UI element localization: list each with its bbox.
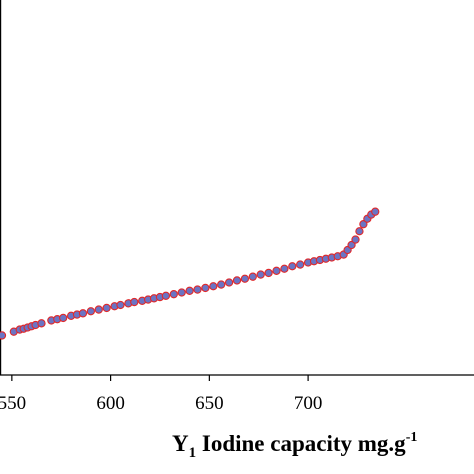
data-point bbox=[371, 207, 380, 216]
x-tick-label-650: 650 bbox=[195, 393, 224, 414]
data-point bbox=[193, 285, 202, 294]
axes bbox=[0, 0, 474, 376]
x-axis-title-text: Iodine capacity mg.g bbox=[196, 431, 406, 456]
data-point bbox=[37, 319, 46, 328]
x-axis-title-superscript: -1 bbox=[406, 430, 418, 445]
data-point bbox=[355, 227, 364, 236]
data-point bbox=[102, 303, 111, 313]
data-point bbox=[209, 282, 218, 291]
data-point bbox=[272, 266, 281, 275]
x-ticks bbox=[11, 375, 309, 381]
x-axis-title-subscript: 1 bbox=[189, 445, 197, 461]
data-point bbox=[169, 290, 178, 299]
data-point bbox=[177, 288, 186, 297]
x-axis-title-prefix: Y bbox=[172, 431, 189, 456]
data-point bbox=[296, 260, 305, 269]
x-axis-title: Y1 Iodine capacity mg.g-1 bbox=[172, 430, 417, 461]
data-point bbox=[86, 307, 95, 316]
data-point bbox=[78, 309, 88, 318]
data-point bbox=[240, 274, 250, 283]
x-tick-label-600: 600 bbox=[96, 393, 125, 414]
data-point bbox=[0, 331, 7, 340]
data-point bbox=[217, 280, 226, 289]
data-point bbox=[359, 220, 368, 229]
data-point bbox=[116, 300, 125, 310]
data-point bbox=[94, 305, 103, 314]
data-point bbox=[256, 270, 265, 279]
data-point bbox=[59, 313, 68, 323]
data-point bbox=[280, 264, 289, 273]
data-point bbox=[347, 240, 356, 250]
data-point bbox=[185, 286, 194, 295]
x-tick-labels: 550 600 650 700 bbox=[0, 393, 322, 414]
x-tick-label-700: 700 bbox=[294, 393, 323, 414]
data-point bbox=[224, 278, 234, 287]
data-point bbox=[288, 262, 297, 271]
data-point bbox=[161, 291, 171, 300]
data-point bbox=[232, 276, 242, 285]
data-point bbox=[201, 283, 210, 293]
data-point bbox=[351, 235, 360, 244]
data-point bbox=[130, 297, 139, 307]
x-tick-label-550: 550 bbox=[0, 393, 26, 414]
data-point bbox=[264, 268, 273, 278]
data-point bbox=[248, 272, 257, 281]
data-points bbox=[0, 207, 380, 340]
